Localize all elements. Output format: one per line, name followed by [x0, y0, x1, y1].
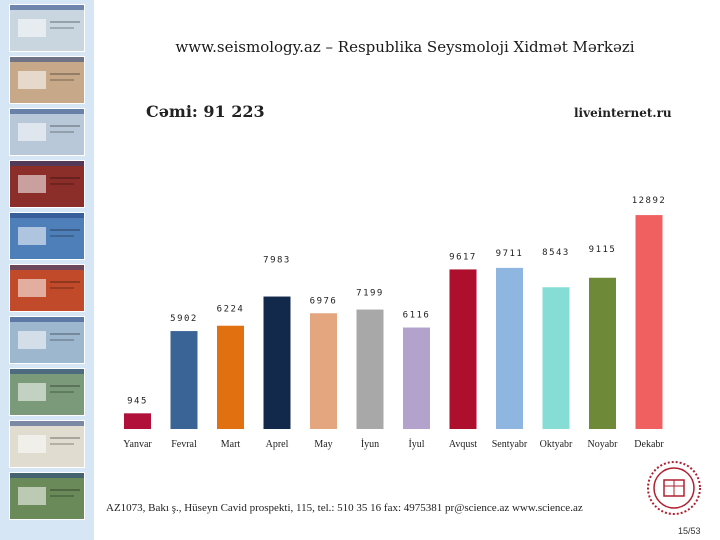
data-label-oktyabr: 8543 [542, 248, 570, 258]
data-label-fevral: 5902 [170, 314, 198, 324]
x-tick-label-i̇yun: İyun [361, 438, 379, 450]
bar-yanvar [124, 413, 151, 429]
x-tick-label-avqust: Avqust [449, 439, 477, 450]
bar-dekabr [635, 215, 663, 429]
website-screenshot-6 [9, 264, 85, 312]
x-tick-label-noyabr: Noyabr [588, 439, 619, 450]
data-label-aprel: 7983 [263, 256, 291, 266]
data-label-sentyabr: 9711 [496, 249, 524, 259]
bar-mart [217, 325, 244, 429]
footer-address: AZ1073, Bakı ş., Hüseyn Cavid prospekti,… [106, 502, 583, 514]
bar-sentyabr [496, 267, 523, 429]
bar-i̇yun [356, 309, 384, 429]
x-tick-label-aprel: Aprel [266, 439, 289, 450]
bar-avqust [449, 269, 477, 429]
x-tick-label-oktyabr: Oktyabr [540, 439, 573, 450]
data-label-avqust: 9617 [449, 252, 477, 262]
website-screenshot-1 [9, 4, 85, 52]
x-tick-label-dekabr: Dekabr [634, 439, 664, 450]
data-label-mart: 6224 [217, 305, 245, 315]
academy-emblem-icon [647, 461, 701, 515]
data-label-dekabr: 12892 [632, 196, 667, 206]
x-tick-label-mart: Mart [221, 439, 241, 450]
bar-may [310, 313, 337, 429]
x-tick-label-fevral: Fevral [171, 439, 197, 450]
x-tick-label-i̇yul: İyul [408, 438, 424, 450]
website-screenshot-7 [9, 316, 85, 364]
x-tick-label-yanvar: Yanvar [123, 439, 152, 450]
bar-aprel [263, 296, 291, 429]
page-number: 15/53 [678, 526, 701, 536]
bar-i̇yul [403, 327, 430, 429]
data-label-yanvar: 945 [127, 396, 148, 406]
x-tick-label-may: May [314, 439, 332, 450]
visitor-total: Cəmi: 91 223 [146, 102, 265, 121]
bar-oktyabr [542, 287, 570, 429]
sidebar-thumbnail-strip [0, 0, 94, 540]
website-screenshot-2 [9, 56, 85, 104]
website-screenshot-3 [9, 108, 85, 156]
website-screenshot-5 [9, 212, 85, 260]
x-tick-label-sentyabr: Sentyabr [492, 439, 528, 450]
data-label-noyabr: 9115 [589, 245, 617, 255]
bar-noyabr [589, 277, 616, 429]
website-screenshot-9 [9, 420, 85, 468]
bar-fevral [170, 331, 198, 429]
page-title: www.seismology.az – Respublika Seysmoloj… [175, 38, 635, 56]
data-label-may: 6976 [310, 296, 338, 306]
statistics-source: liveinternet.ru [574, 106, 672, 120]
website-screenshot-8 [9, 368, 85, 416]
data-label-i̇yun: 7199 [356, 289, 384, 299]
website-screenshot-10 [9, 472, 85, 520]
website-screenshot-4 [9, 160, 85, 208]
data-label-i̇yul: 6116 [403, 311, 431, 321]
